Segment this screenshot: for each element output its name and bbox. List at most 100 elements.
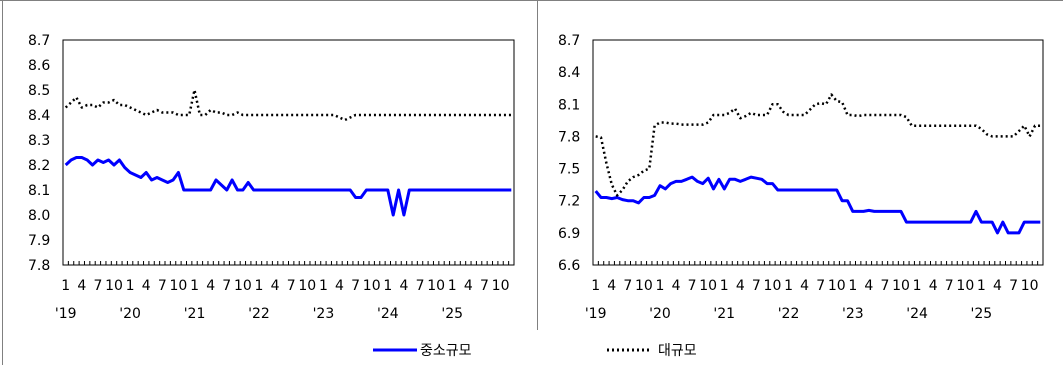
left-y-tick-label: 8.7 [28,33,50,49]
right-x-year-label: '22 [778,306,800,322]
left-x-year-label: '25 [441,306,463,322]
right-x-month-label: 7 [688,278,697,294]
left-y-tick-label: 8.6 [28,58,50,74]
left-x-month-label: 4 [464,278,473,294]
right-x-year-label: '20 [649,306,671,322]
left-x-month-label: 4 [271,278,280,294]
left-x-month-label: 7 [287,278,296,294]
left-y-tick-label: 8.5 [28,83,50,99]
right-x-axis-ticks: 1 4 7 10 1 4 7 10 1 4 7 10 1 4 7 10 1 4 7 10 1 4 7 10 1 4 7 10'19'2… [585,261,1044,322]
legend-sme-label: 중소규모 [420,343,472,359]
right-x-month-label: 1 [913,278,922,294]
right-x-month-label: 10 [699,278,717,294]
right-x-month-label: 4 [929,278,938,294]
right-series-group [594,93,1041,235]
left-y-tick-label: 8.4 [28,108,50,124]
left-y-tick-label: 8.3 [28,133,50,149]
right-x-month-label: 1 [591,278,600,294]
right-x-month-label: 4 [800,278,809,294]
left-x-month-label: 1 [61,278,70,294]
right-plot-area [592,39,1044,266]
left-x-month-label: 4 [206,278,215,294]
left-y-tick-label: 8.0 [28,208,50,224]
left-x-month-label: 7 [416,278,425,294]
left-x-month-label: 4 [335,278,344,294]
right-y-tick-label: 6.9 [558,226,580,242]
right-x-month-label: 7 [1009,278,1018,294]
left-x-year-label: '23 [313,306,335,322]
left-x-month-label: 10 [105,278,123,294]
left-x-month-label: 4 [142,278,151,294]
right-x-month-label: 10 [956,278,974,294]
right-y-tick-label: 8.7 [558,33,580,49]
right-x-month-label: 1 [848,278,857,294]
left-x-month-label: 7 [93,278,102,294]
left-x-month-label: 4 [77,278,86,294]
left-series-group [64,88,512,217]
left-x-year-label: '19 [55,306,77,322]
right-x-month-label: 7 [752,278,761,294]
left-x-month-label: 1 [126,278,135,294]
left-x-month-label: 10 [234,278,252,294]
left-y-tick-label: 7.9 [28,233,50,249]
left-y-axis-ticks: 7.8 7.9 8.0 8.1 8.2 8.3 8.4 8.5 8.6 8.7 [28,33,50,274]
right-x-month-label: 10 [764,278,782,294]
right-y-tick-label: 6.6 [558,258,580,274]
right-series-large-line [595,93,1041,197]
legend-large-label: 대규모 [658,343,697,359]
left-chart: 7.87.98.08.18.28.38.48.58.68.7 1 4 7 10 1 4 7 1… [28,33,515,322]
right-y-tick-label: 7.5 [558,162,580,178]
left-plot-area [62,39,515,266]
right-x-month-label: 4 [864,278,873,294]
left-x-year-label: '21 [184,306,206,322]
right-x-month-label: 1 [977,278,986,294]
legend: 중소규모 대규모 [373,343,697,359]
left-x-month-label: 10 [298,278,316,294]
right-x-year-label: '21 [713,306,735,322]
left-x-year-label: '24 [377,306,399,322]
left-x-month-label: 7 [351,278,360,294]
right-y-tick-label: 7.8 [558,129,580,145]
right-x-month-label: 4 [672,278,681,294]
left-x-year-label: '22 [248,306,270,322]
right-x-month-label: 7 [623,278,632,294]
right-y-tick-label: 7.2 [558,194,580,210]
left-x-month-label: 10 [363,278,381,294]
right-x-month-label: 7 [816,278,825,294]
right-x-month-label: 10 [828,278,846,294]
right-x-month-label: 4 [993,278,1002,294]
right-x-year-label: '23 [842,306,864,322]
right-y-tick-label: 8.4 [558,65,580,81]
left-x-month-label: 1 [448,278,457,294]
right-x-year-label: '19 [585,306,607,322]
left-series-sme-line [64,156,512,217]
left-x-month-label: 1 [255,278,264,294]
right-series-sme-line [594,175,1041,235]
left-y-tick-label: 7.8 [28,258,50,274]
right-x-month-label: 4 [736,278,745,294]
left-x-month-label: 10 [492,278,510,294]
left-x-month-label: 1 [319,278,328,294]
right-x-month-label: 7 [945,278,954,294]
right-x-month-label: 4 [607,278,616,294]
right-x-month-label: 10 [635,278,653,294]
left-x-month-label: 7 [480,278,489,294]
left-y-tick-label: 8.1 [28,183,50,199]
right-y-tick-label: 8.1 [558,97,580,113]
left-x-month-label: 10 [170,278,188,294]
left-x-axis-ticks: 1 4 7 10 1 4 7 10 1 4 7 10 1 4 7 10 1 4 7 10 1 4 7 10 1 4 7 10'19'2… [55,261,515,322]
right-x-month-label: 1 [784,278,793,294]
left-x-month-label: 7 [158,278,167,294]
right-x-month-label: 1 [720,278,729,294]
right-x-month-label: 1 [656,278,665,294]
right-y-axis-ticks: 6.6 6.9 7.2 7.5 7.8 8.1 8.4 8.7 [558,33,580,274]
left-x-month-label: 7 [222,278,231,294]
left-x-month-label: 1 [190,278,199,294]
right-x-month-label: 10 [892,278,910,294]
right-x-month-label: 10 [1021,278,1039,294]
left-x-month-label: 1 [383,278,392,294]
left-x-month-label: 4 [399,278,408,294]
left-series-large-line [64,88,512,122]
right-chart: 6.66.97.27.57.88.18.48.7 1 4 7 10 1 4 7 10 1 4 7 10… [558,33,1044,322]
